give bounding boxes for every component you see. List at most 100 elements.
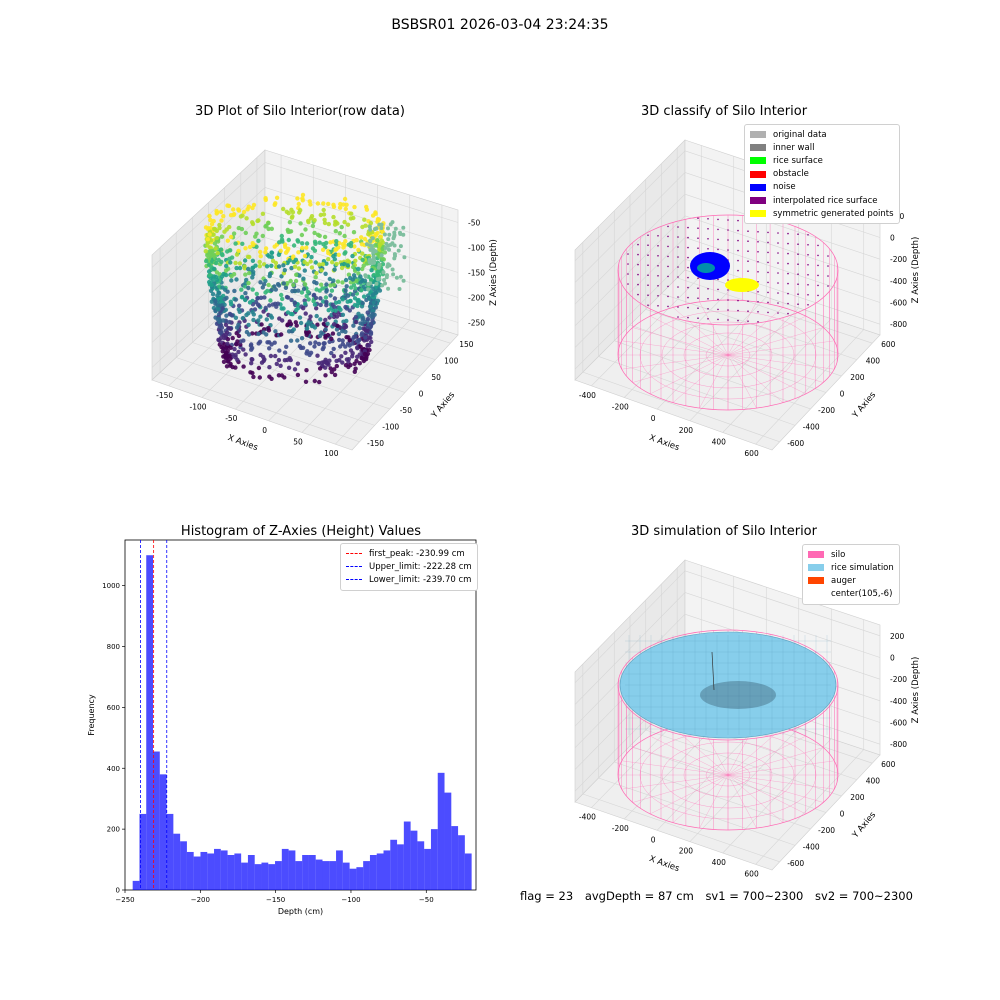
raw-point — [229, 273, 234, 279]
raw-point — [281, 306, 286, 311]
raw-point — [280, 318, 285, 323]
raw-point — [340, 338, 345, 343]
cls-rice-point — [807, 294, 809, 296]
raw-point — [371, 257, 376, 262]
raw-point — [264, 223, 269, 228]
raw-point — [357, 326, 362, 331]
raw-point — [339, 265, 345, 271]
raw-point — [282, 350, 288, 355]
hist-ytick-label: 0 — [116, 887, 120, 895]
cls-rice-point — [727, 279, 729, 281]
raw-point — [344, 202, 349, 207]
raw-point — [360, 301, 365, 306]
raw-point — [244, 312, 249, 318]
raw-point — [288, 321, 294, 327]
raw-point — [321, 212, 327, 217]
raw-point — [267, 346, 272, 351]
raw-point — [258, 280, 263, 285]
raw-point — [317, 333, 323, 339]
raw-point — [343, 206, 348, 212]
raw-point — [274, 304, 279, 309]
cls-silo-spoke — [727, 315, 806, 356]
raw-xtick: -100 — [189, 403, 206, 412]
raw-point — [352, 369, 357, 374]
raw-point — [301, 276, 306, 281]
hist-bar — [464, 853, 472, 890]
raw-point — [228, 260, 233, 265]
raw-point — [254, 244, 259, 249]
raw-point — [302, 282, 308, 287]
raw-ztick: -150 — [468, 269, 485, 278]
raw-zlabel: Z Axies (Depth) — [489, 239, 499, 306]
cls-rice-point — [647, 294, 649, 296]
raw-point — [309, 254, 314, 260]
raw-point — [286, 329, 292, 334]
raw-point — [377, 288, 383, 293]
raw-point — [382, 232, 387, 237]
hist-bar — [254, 864, 262, 890]
raw-point — [224, 227, 229, 232]
raw-point — [377, 262, 382, 267]
raw-point — [324, 303, 329, 308]
sim-xtick: 600 — [744, 869, 759, 878]
cls-ytick: -400 — [803, 422, 820, 431]
raw-point — [402, 255, 407, 260]
raw-point — [300, 245, 305, 251]
cls-rice-point — [777, 262, 779, 264]
raw-point — [352, 204, 357, 210]
raw-point-cloud — [203, 192, 407, 385]
raw-point — [374, 281, 379, 286]
raw-point — [330, 331, 336, 336]
raw-point — [294, 323, 299, 328]
raw-point — [237, 309, 242, 314]
raw-point — [247, 270, 252, 276]
histogram-legend-item: Upper_limit: -222.28 cm — [346, 560, 472, 573]
raw-point — [238, 214, 244, 219]
figure-title: BSBSR01 2026-03-04 23:24:35 — [391, 17, 609, 33]
cls-rice-point — [787, 232, 789, 235]
raw-point — [360, 251, 365, 256]
raw-point — [303, 311, 308, 316]
raw-point — [213, 246, 218, 251]
hist-xtick-label: −200 — [191, 896, 210, 904]
raw-point — [313, 340, 318, 345]
raw-point — [351, 282, 357, 288]
raw-point — [373, 227, 377, 232]
raw-point — [218, 296, 223, 301]
cls-rice-point — [697, 277, 699, 279]
raw-point — [345, 263, 351, 268]
raw-point — [331, 214, 336, 220]
raw-point — [385, 264, 390, 269]
raw-point — [295, 361, 301, 366]
raw-point — [267, 303, 272, 308]
hist-bar — [200, 851, 208, 890]
cls-rice-point — [677, 236, 679, 238]
raw-xtick: 0 — [262, 426, 267, 435]
legend-label: Upper_limit: -222.28 cm — [369, 561, 472, 572]
raw-point — [221, 318, 226, 323]
hist-bar — [302, 855, 309, 890]
cls-rice-point — [727, 239, 729, 241]
cls-rice-point — [787, 252, 789, 255]
raw-point — [315, 201, 321, 206]
raw-point — [274, 361, 279, 367]
cls-rice-point — [667, 295, 669, 298]
raw-point — [215, 293, 220, 298]
raw-point — [369, 244, 374, 249]
hist-bar — [275, 861, 282, 890]
raw-point — [281, 263, 286, 268]
legend-swatch — [750, 170, 766, 178]
raw-point — [386, 237, 391, 242]
raw-point — [297, 315, 303, 320]
raw-point — [210, 292, 216, 297]
classify-legend-item: inner wall — [750, 141, 894, 154]
raw-point — [320, 346, 325, 352]
raw-point — [372, 260, 376, 265]
cls-rice-point — [757, 311, 759, 313]
cls-rice-point — [647, 274, 649, 276]
raw-point — [218, 209, 224, 215]
raw-point — [368, 261, 373, 265]
raw-point — [358, 280, 363, 285]
cls-rice-point — [657, 245, 659, 247]
cls-silo-spoke — [672, 354, 729, 403]
